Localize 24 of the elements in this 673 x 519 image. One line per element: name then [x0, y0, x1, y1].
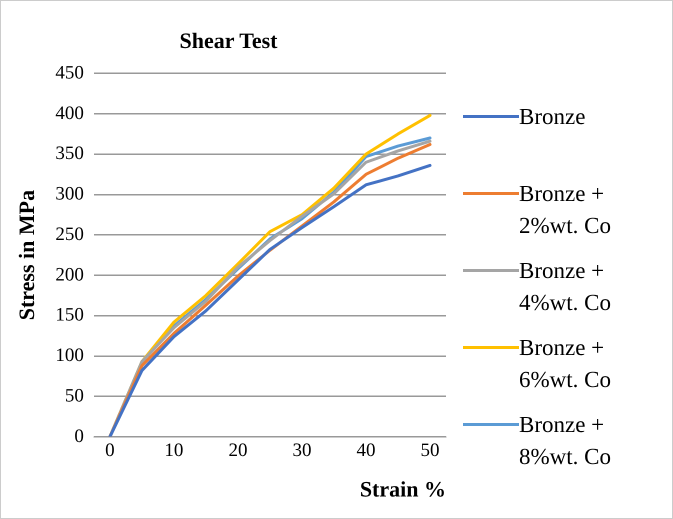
y-tick-label: 0 [74, 426, 84, 447]
y-tick-label: 300 [55, 184, 84, 205]
x-tick-label: 20 [228, 440, 248, 462]
y-tick-label: 450 [55, 62, 84, 84]
y-tick-label: 250 [55, 224, 84, 245]
legend-label: Bronze + 4%wt. Co [519, 257, 612, 317]
x-axis-title: Strain % [360, 476, 446, 502]
x-tick-label: 10 [164, 440, 184, 462]
x-tick-label: 50 [420, 440, 440, 462]
y-tick-label: 400 [55, 102, 84, 124]
y-tick-label: 100 [55, 345, 84, 366]
x-tick-label: 0 [105, 440, 115, 462]
y-axis-title: Stress in MPa [14, 190, 39, 320]
y-tick-label: 50 [64, 385, 84, 406]
legend-label: Bronze [519, 103, 586, 131]
y-tick-label: 200 [55, 264, 84, 286]
legend-label: Bronze + 6%wt. Co [519, 334, 612, 394]
chart-title: Shear Test [179, 28, 278, 53]
y-tick-label: 350 [55, 143, 84, 164]
legend-label: Bronze + 2%wt. Co [519, 180, 612, 240]
legend-label: Bronze + 8%wt. Co [519, 411, 612, 471]
x-tick-label: 30 [292, 440, 312, 462]
y-tick-label: 150 [55, 304, 84, 326]
x-tick-label: 40 [356, 440, 376, 462]
